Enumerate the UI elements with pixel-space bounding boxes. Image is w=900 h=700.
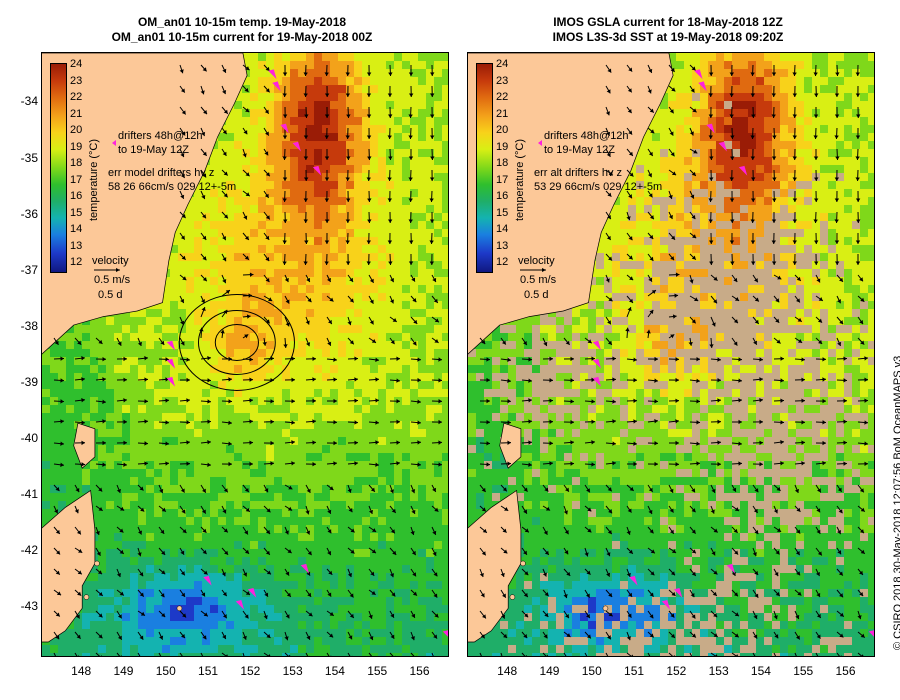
colorbar-tick: 20 bbox=[496, 124, 509, 136]
right-legend-drifters-2: to 19-May 12Z bbox=[544, 144, 615, 156]
longitude-tick-label: 151 bbox=[624, 664, 645, 678]
longitude-tick-label: 151 bbox=[198, 664, 219, 678]
colorbar-tick: 23 bbox=[496, 74, 509, 87]
longitude-tick-label: 156 bbox=[409, 664, 430, 678]
right-colorbar-title: temperature (°C) bbox=[514, 138, 526, 221]
longitude-tick-label: 150 bbox=[155, 664, 176, 678]
left-title-line1: OM_an01 10-15m temp. 19-May-2018 bbox=[137, 15, 347, 29]
longitude-tick-label: 156 bbox=[835, 664, 856, 678]
colorbar-tick: 22 bbox=[70, 91, 83, 103]
land-mass bbox=[42, 53, 248, 643]
latitude-tick-label: -42 bbox=[20, 543, 38, 558]
latitude-tick-label: -41 bbox=[20, 487, 38, 502]
colorbar-tick: 18 bbox=[70, 157, 83, 169]
drifter-tracks bbox=[538, 69, 874, 637]
latitude-tick-label: -34 bbox=[20, 94, 38, 109]
colorbar-tick: 15 bbox=[70, 206, 83, 219]
colorbar-tick: 18 bbox=[496, 157, 509, 169]
credit-text: © CSIRO 2018 30-May-2018 12:07:56 BoM Oc… bbox=[892, 355, 900, 650]
colorbar-tick: 21 bbox=[70, 107, 83, 120]
latitude-tick-label: -43 bbox=[20, 599, 38, 614]
left-legend-err-1: err model drifters hv z bbox=[108, 167, 215, 179]
left-title-line2: OM_an01 10-15m current for 19-May-2018 0… bbox=[111, 30, 373, 44]
right-velocity-label: velocity bbox=[518, 255, 555, 267]
right-legend-err-1: err alt drifters hv z bbox=[534, 167, 623, 179]
right-sst-map bbox=[468, 53, 874, 656]
right-velocity-scale-2: 0.5 d bbox=[524, 289, 549, 301]
longitude-tick-label: 150 bbox=[581, 664, 602, 678]
left-velocity-scale-1: 0.5 m/s bbox=[94, 274, 131, 286]
left-panel-title: OM_an01 10-15m temp. 19-May-2018 OM_an01… bbox=[32, 15, 452, 45]
right-title-line2: IMOS L3S-3d SST at 19-May-2018 09:20Z bbox=[552, 30, 784, 44]
colorbar-tick: 15 bbox=[496, 206, 509, 219]
colorbar-tick: 24 bbox=[496, 58, 509, 70]
right-colorbar bbox=[476, 63, 493, 273]
longitude-tick-label: 154 bbox=[750, 664, 771, 678]
eddy-rings bbox=[178, 293, 295, 391]
longitude-tick-label: 155 bbox=[367, 664, 388, 678]
colorbar-tick: 16 bbox=[70, 190, 83, 202]
longitude-tick-label: 153 bbox=[282, 664, 303, 678]
longitude-tick-label: 153 bbox=[708, 664, 729, 678]
latitude-tick-label: -40 bbox=[20, 431, 38, 446]
longitude-tick-label: 148 bbox=[71, 664, 92, 678]
longitude-tick-label: 154 bbox=[324, 664, 345, 678]
longitude-tick-label: 152 bbox=[240, 664, 261, 678]
left-legend-drifters-2: to 19-May 12Z bbox=[118, 144, 189, 156]
colorbar-tick: 23 bbox=[70, 74, 83, 87]
colorbar-tick: 14 bbox=[496, 223, 509, 235]
left-colorbar-title: temperature (°C) bbox=[88, 138, 100, 221]
velocity-arrows bbox=[53, 64, 443, 656]
right-panel-title: IMOS GSLA current for 18-May-2018 12Z IM… bbox=[458, 15, 878, 45]
colorbar-tick: 17 bbox=[70, 173, 83, 186]
right-velocity-scale-1: 0.5 m/s bbox=[520, 274, 557, 286]
latitude-tick-label: -37 bbox=[20, 262, 38, 277]
right-map-panel: 24 23 22 21 20 19 18 17 16 15 14 13 12 temperature (… bbox=[467, 52, 875, 657]
colorbar-tick: 22 bbox=[496, 91, 509, 103]
colorbar-tick: 20 bbox=[70, 124, 83, 136]
latitude-tick-label: -38 bbox=[20, 318, 38, 333]
right-legend-drifters-1: drifters 48h@12h bbox=[544, 130, 629, 142]
colorbar-tick: 16 bbox=[496, 190, 509, 202]
velocity-arrows bbox=[479, 64, 869, 656]
longitude-tick-label: 148 bbox=[497, 664, 518, 678]
colorbar-tick: 19 bbox=[496, 140, 509, 153]
colorbar-tick: 13 bbox=[496, 239, 509, 252]
left-map-panel: 24 23 22 21 20 19 18 17 16 15 14 13 12 temperature (… bbox=[41, 52, 449, 657]
right-legend-err-2: 53 29 66cm/s 029 12+-5m bbox=[534, 181, 663, 193]
left-colorbar bbox=[50, 63, 67, 273]
colorbar-tick: 12 bbox=[70, 256, 83, 268]
longitude-tick-label: 155 bbox=[793, 664, 814, 678]
left-velocity-scale-2: 0.5 d bbox=[98, 289, 123, 301]
land-mass bbox=[468, 53, 674, 643]
longitude-tick-label: 149 bbox=[113, 664, 134, 678]
latitude-tick-label: -36 bbox=[20, 206, 38, 221]
longitude-tick-label: 152 bbox=[666, 664, 687, 678]
longitude-tick-label: 149 bbox=[539, 664, 560, 678]
left-velocity-label: velocity bbox=[92, 255, 129, 267]
left-temperature-map bbox=[42, 53, 448, 656]
colorbar-tick: 21 bbox=[496, 107, 509, 120]
right-title-line1: IMOS GSLA current for 18-May-2018 12Z bbox=[553, 15, 783, 29]
left-legend-drifters-1: drifters 48h@12h bbox=[118, 130, 203, 142]
colorbar-tick: 13 bbox=[70, 239, 83, 252]
colorbar-tick: 12 bbox=[496, 256, 509, 268]
colorbar-tick: 17 bbox=[496, 173, 509, 186]
latitude-tick-label: -39 bbox=[20, 374, 38, 389]
colorbar-tick: 14 bbox=[70, 223, 83, 235]
colorbar-tick: 24 bbox=[70, 58, 83, 70]
colorbar-tick: 19 bbox=[70, 140, 83, 153]
left-legend-err-2: 58 26 66cm/s 029 12+-5m bbox=[108, 181, 237, 193]
latitude-tick-label: -35 bbox=[20, 150, 38, 165]
drifter-tracks bbox=[112, 69, 448, 637]
